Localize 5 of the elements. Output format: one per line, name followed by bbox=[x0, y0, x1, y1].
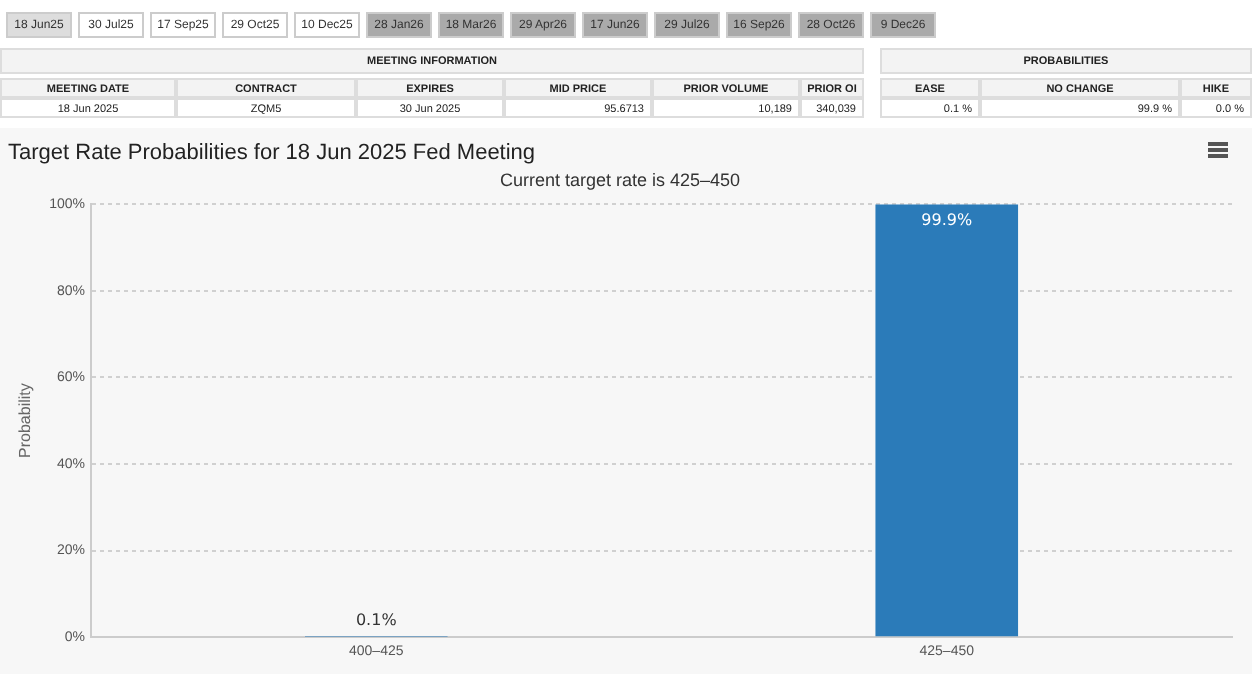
y-axis-title: Probability bbox=[16, 383, 35, 458]
chart-title: Target Rate Probabilities for 18 Jun 2025 Fed Meeting bbox=[8, 141, 536, 166]
chart-subtitle: Current target rate is 425–450 bbox=[499, 170, 741, 191]
data-label: 99.9% bbox=[921, 210, 973, 229]
data-label: 0.1% bbox=[355, 610, 398, 629]
